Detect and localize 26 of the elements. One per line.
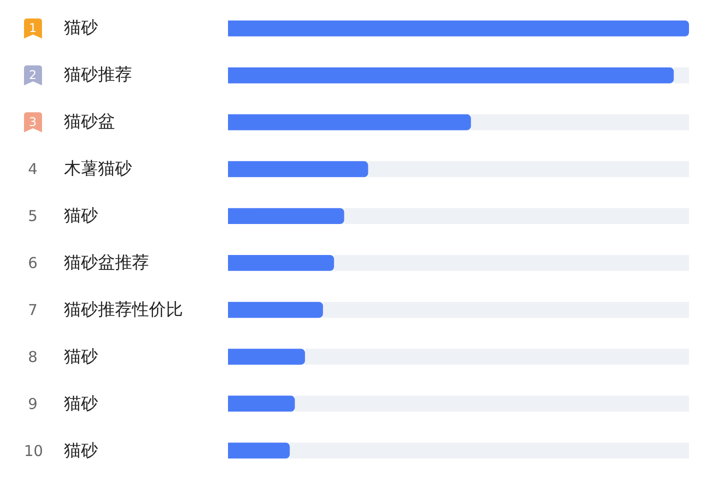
text: 5 xyxy=(28,207,38,225)
bar xyxy=(228,20,689,36)
bar xyxy=(228,348,305,365)
text: 6 xyxy=(28,254,38,272)
y-tick-label: 猫砂推荐性价比 xyxy=(64,300,183,320)
text: 8 xyxy=(28,348,38,366)
y-tick-label: 猫砂盆 xyxy=(64,112,115,132)
text: 4 xyxy=(28,160,38,178)
text: 7 xyxy=(28,301,38,319)
text: 2 xyxy=(29,68,37,82)
y-tick-label: 猫砂推荐 xyxy=(64,65,132,85)
y-tick-label: 猫砂盆推荐 xyxy=(64,253,149,273)
text: 1 xyxy=(29,21,37,35)
y-tick-label: 木薯猫砂 xyxy=(64,159,132,179)
y-tick-label: 猫砂 xyxy=(64,441,98,461)
bar xyxy=(228,302,323,318)
bar xyxy=(228,442,290,459)
bar xyxy=(228,254,334,271)
y-tick-label: 猫砂 xyxy=(64,206,98,226)
text: 9 xyxy=(28,395,38,413)
text: 3 xyxy=(29,115,37,129)
text: 10 xyxy=(24,442,44,460)
y-tick-label: 猫砂 xyxy=(64,18,98,38)
bar xyxy=(228,396,295,412)
y-tick-label: 猫砂 xyxy=(64,394,98,414)
y-tick-label: 猫砂 xyxy=(64,347,98,367)
